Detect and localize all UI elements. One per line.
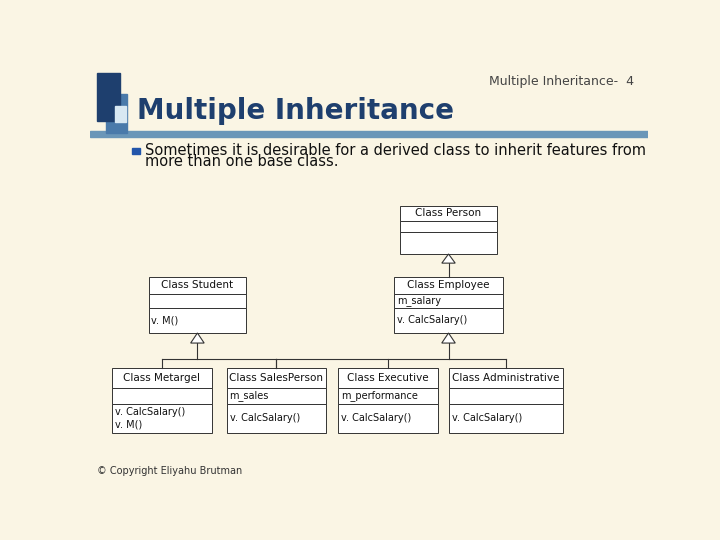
Bar	[90, 131, 648, 137]
Text: more than one base class.: more than one base class.	[145, 154, 338, 169]
Bar	[338, 404, 438, 433]
Polygon shape	[191, 333, 204, 343]
Text: m_sales: m_sales	[230, 390, 269, 401]
Text: m_performance: m_performance	[341, 390, 418, 401]
Bar	[114, 106, 126, 122]
Bar	[227, 368, 326, 388]
Text: Class Person: Class Person	[415, 208, 482, 218]
Text: v. CalcSalary(): v. CalcSalary()	[397, 315, 467, 326]
Text: v. CalcSalary(): v. CalcSalary()	[341, 413, 411, 423]
Text: Class Executive: Class Executive	[347, 373, 429, 383]
Bar	[449, 388, 563, 404]
Text: v. CalcSalary()
v. M(): v. CalcSalary() v. M()	[115, 407, 185, 430]
Text: Multiple Inheritance: Multiple Inheritance	[138, 97, 454, 125]
Bar	[112, 368, 212, 388]
Bar	[148, 294, 246, 308]
Bar	[148, 308, 246, 333]
Bar	[394, 277, 503, 294]
Polygon shape	[442, 254, 455, 263]
Bar	[227, 388, 326, 404]
Text: m_salary: m_salary	[397, 295, 441, 306]
Bar	[394, 308, 503, 333]
Bar	[106, 94, 127, 133]
Bar	[96, 73, 120, 121]
Bar	[148, 277, 246, 294]
Bar	[132, 148, 140, 154]
Bar	[449, 368, 563, 388]
Text: Class Administrative: Class Administrative	[452, 373, 559, 383]
Text: Class SalesPerson: Class SalesPerson	[230, 373, 323, 383]
Text: v. M(): v. M()	[151, 315, 179, 326]
Text: © Copyright Eliyahu Brutman: © Copyright Eliyahu Brutman	[96, 465, 242, 476]
Bar	[400, 233, 498, 254]
Bar	[112, 388, 212, 404]
Bar	[449, 404, 563, 433]
Bar	[400, 220, 498, 233]
Bar	[112, 404, 212, 433]
Text: Class Student: Class Student	[161, 280, 233, 291]
Bar	[400, 206, 498, 220]
Bar	[394, 294, 503, 308]
Bar	[338, 388, 438, 404]
Text: Class Employee: Class Employee	[408, 280, 490, 291]
Polygon shape	[442, 333, 455, 343]
Text: Sometimes it is desirable for a derived class to inherit features from: Sometimes it is desirable for a derived …	[145, 144, 646, 158]
Text: v. CalcSalary(): v. CalcSalary()	[451, 413, 522, 423]
Text: v. CalcSalary(): v. CalcSalary()	[230, 413, 300, 423]
Bar	[338, 368, 438, 388]
Text: Class Metargel: Class Metargel	[124, 373, 200, 383]
Bar	[227, 404, 326, 433]
Text: Multiple Inheritance-  4: Multiple Inheritance- 4	[489, 75, 634, 88]
